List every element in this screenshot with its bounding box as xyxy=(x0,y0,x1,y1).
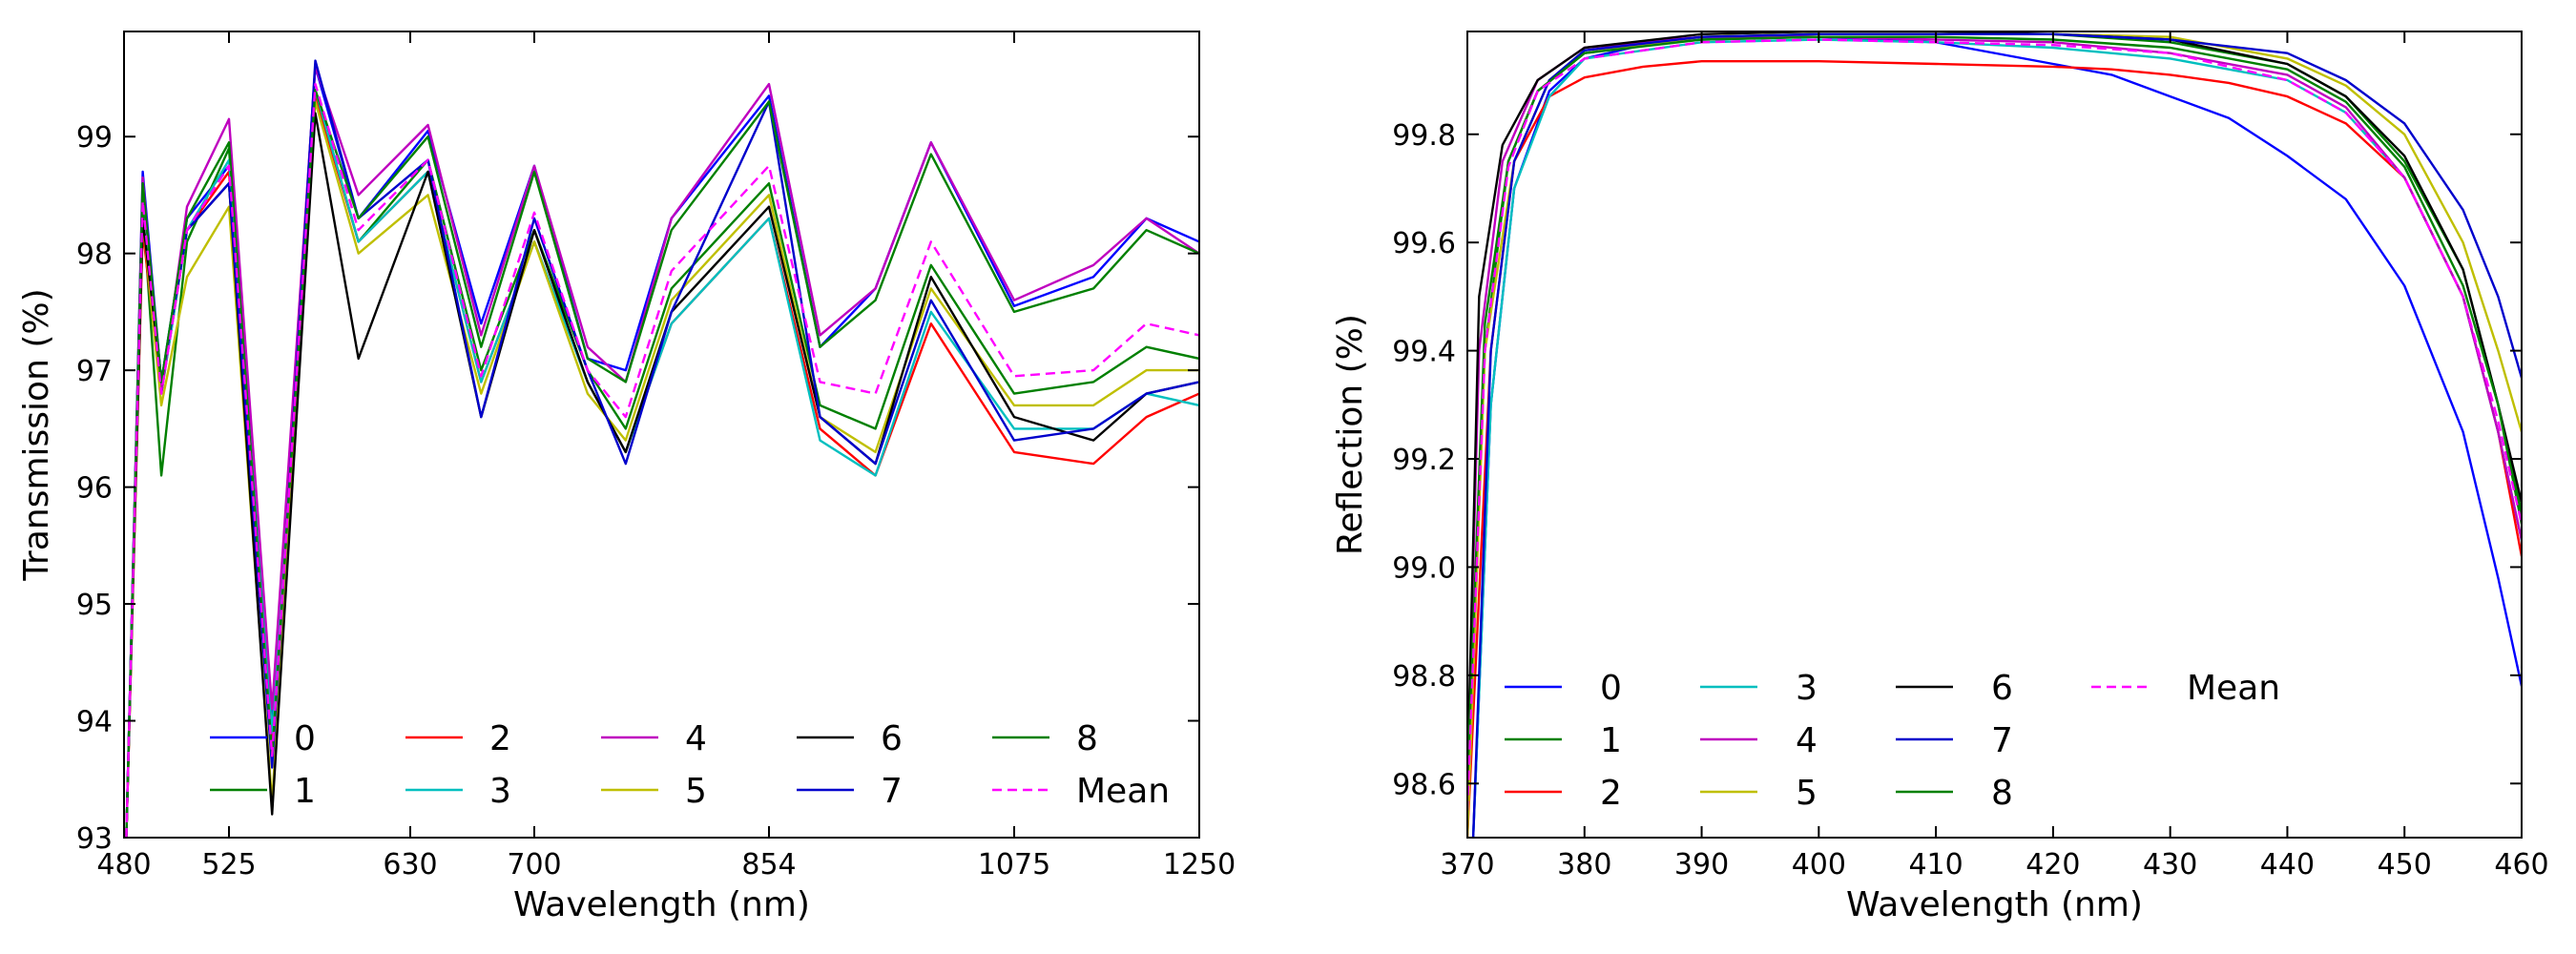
series-line-3 xyxy=(125,89,1199,838)
plot-frame xyxy=(1466,31,2523,839)
legend-label-5: 5 xyxy=(685,772,707,811)
y-tick-label: 99 xyxy=(76,121,113,155)
x-tick-label: 390 xyxy=(1674,848,1729,881)
y-tick-label: 98.8 xyxy=(1392,660,1456,694)
y-tick-label: 95 xyxy=(76,589,113,622)
y-axis-label: Transmission (%) xyxy=(17,288,56,581)
series-group xyxy=(1467,31,2522,838)
x-tick-label: 380 xyxy=(1557,848,1611,881)
x-tick-label: 854 xyxy=(741,848,796,881)
legend: 0 1 2 3 4 5 6 7 8 Mean xyxy=(1505,669,2280,813)
chart-0: 480 525 630 700 854 1075 125093949596979899Wav… xyxy=(17,31,1236,924)
legend-label-7: 7 xyxy=(1991,721,2013,760)
y-tick-label: 97 xyxy=(76,355,113,388)
legend-label-1: 1 xyxy=(1600,721,1622,760)
y-tick-label: 94 xyxy=(76,706,113,739)
legend-label-3: 3 xyxy=(489,772,511,811)
legend-label-8: 8 xyxy=(1991,774,2013,813)
x-tick-label: 430 xyxy=(2143,848,2197,881)
series-line-6 xyxy=(1467,31,2522,784)
legend-label-mean: Mean xyxy=(1076,772,1170,811)
legend-label-2: 2 xyxy=(489,719,511,758)
legend-label-8: 8 xyxy=(1076,719,1098,758)
x-tick-label: 400 xyxy=(1792,848,1846,881)
x-axis-label: Wavelength (nm) xyxy=(1846,885,2143,924)
x-tick-label: 370 xyxy=(1440,848,1494,881)
legend-label-0: 0 xyxy=(294,719,316,758)
x-tick-label: 440 xyxy=(2260,848,2315,881)
series-line-mean xyxy=(125,82,1199,838)
series-line-0 xyxy=(125,65,1199,838)
x-tick-label: 1075 xyxy=(978,848,1050,881)
x-tick-label: 410 xyxy=(1908,848,1963,881)
y-tick-label: 99.0 xyxy=(1392,551,1456,585)
legend-label-1: 1 xyxy=(294,772,316,811)
series-line-1 xyxy=(125,89,1199,838)
y-axis-label: Reflection (%) xyxy=(1331,314,1370,555)
x-axis-label: Wavelength (nm) xyxy=(513,885,810,924)
legend-label-2: 2 xyxy=(1600,774,1622,813)
series-line-mean xyxy=(1467,38,2522,811)
x-tick-label: 525 xyxy=(201,848,256,881)
x-tick-label: 630 xyxy=(383,848,437,881)
series-line-3 xyxy=(1471,38,2522,838)
legend-label-4: 4 xyxy=(1796,721,1818,760)
chart-1: 370 380 390 400 410 420 430 440 450 46098.698.899… xyxy=(1331,31,2549,924)
x-tick-label: 420 xyxy=(2025,848,2080,881)
series-line-5 xyxy=(1467,32,2522,838)
series-line-4 xyxy=(125,65,1199,838)
x-tick-label: 450 xyxy=(2378,848,2432,881)
series-line-8 xyxy=(125,89,1199,838)
legend-label-6: 6 xyxy=(1991,669,2013,708)
legend-label-7: 7 xyxy=(881,772,903,811)
series-line-7 xyxy=(125,59,1199,838)
x-tick-label: 1250 xyxy=(1163,848,1236,881)
y-tick-label: 99.4 xyxy=(1392,336,1456,369)
x-tick-label: 460 xyxy=(2494,848,2548,881)
y-tick-label: 93 xyxy=(76,822,113,856)
y-tick-label: 98.6 xyxy=(1392,768,1456,801)
y-tick-label: 96 xyxy=(76,472,113,506)
legend-label-0: 0 xyxy=(1600,669,1622,708)
legend-label-mean: Mean xyxy=(2187,669,2280,708)
x-tick-label: 700 xyxy=(507,848,561,881)
y-tick-label: 99.6 xyxy=(1392,227,1456,260)
legend-label-4: 4 xyxy=(685,719,707,758)
series-group xyxy=(125,59,1199,838)
series-line-7 xyxy=(1471,32,2522,838)
series-line-0 xyxy=(1471,35,2522,838)
plot-frame xyxy=(123,31,1200,839)
y-tick-label: 99.2 xyxy=(1392,444,1456,477)
legend-label-5: 5 xyxy=(1796,774,1818,813)
legend-label-3: 3 xyxy=(1796,669,1818,708)
legend-label-6: 6 xyxy=(881,719,903,758)
legend: 0 1 2 3 4 5 6 7 8 Mean xyxy=(210,719,1170,811)
x-tick-label: 480 xyxy=(96,848,151,881)
y-tick-label: 98 xyxy=(76,238,113,272)
y-tick-label: 99.8 xyxy=(1392,119,1456,153)
